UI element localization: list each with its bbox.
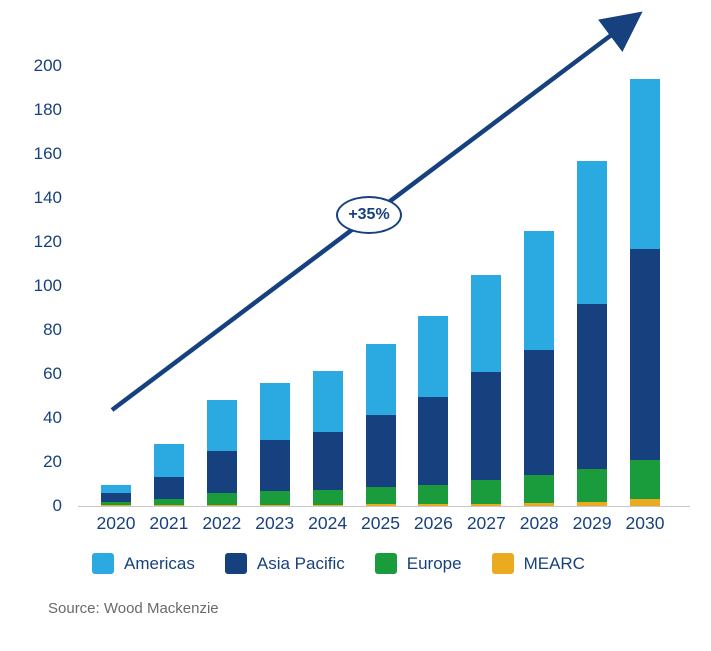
bar-segment-americas — [259, 382, 290, 441]
bar-segment-asia-pacific — [153, 477, 184, 500]
bar-segment-americas — [153, 444, 184, 478]
growth-badge-label: +35% — [348, 206, 390, 223]
legend-swatch — [491, 553, 514, 574]
x-tick-label: 2025 — [361, 513, 400, 533]
legend-label: MEARC — [523, 553, 585, 573]
y-tick-label: 80 — [43, 320, 62, 339]
legend: Americas Asia Pacific Europe MEARC — [92, 553, 711, 574]
bar-segment-asia-pacific — [101, 492, 131, 502]
legend-swatch — [92, 553, 114, 574]
bar-segment-europe — [418, 485, 449, 504]
bar-segment-asia-pacific — [577, 303, 608, 469]
legend-swatch — [224, 553, 247, 574]
x-tick-label: 2021 — [149, 513, 189, 533]
legend-item-asia-pacific: Asia Pacific — [224, 553, 345, 574]
legend-item-europe: Europe — [374, 553, 462, 574]
bar-segment-asia-pacific — [524, 349, 555, 476]
y-tick-label: 160 — [33, 144, 62, 163]
legend-label: Europe — [406, 553, 462, 573]
x-tick-label: 2028 — [519, 513, 559, 533]
plot-area: +35% — [78, 8, 690, 507]
bar-segment-americas — [206, 400, 237, 452]
bar-segment-mearc — [524, 502, 555, 506]
bar-2030 — [630, 79, 660, 506]
bar-segment-asia-pacific — [418, 397, 449, 486]
y-tick-label: 20 — [43, 452, 62, 471]
bar-segment-mearc — [577, 501, 608, 506]
bar-segment-mearc — [365, 503, 396, 506]
bar-segment-mearc — [312, 504, 343, 506]
bar-segment-mearc — [206, 504, 237, 506]
bar-segment-europe — [471, 479, 502, 504]
bars-layer — [78, 8, 690, 506]
bar-segment-europe — [365, 487, 396, 504]
y-tick-label: 40 — [43, 408, 62, 427]
bar-segment-europe — [577, 468, 608, 502]
bar-2020 — [101, 485, 131, 506]
bar-segment-asia-pacific — [259, 440, 290, 491]
bar-segment-europe — [630, 459, 660, 500]
bar-segment-mearc — [101, 504, 131, 506]
bar-2023 — [259, 382, 290, 506]
bar-segment-americas — [365, 344, 396, 415]
x-tick-label: 2023 — [255, 513, 295, 533]
bar-2021 — [153, 444, 184, 506]
bar-segment-mearc — [259, 504, 290, 506]
y-tick-label: 0 — [52, 496, 62, 515]
bar-segment-mearc — [153, 504, 184, 506]
bar-segment-asia-pacific — [630, 248, 660, 460]
x-tick-label: 2029 — [572, 513, 612, 533]
y-tick-label: 60 — [43, 364, 62, 383]
bar-segment-americas — [312, 370, 343, 433]
legend-label: Asia Pacific — [256, 553, 345, 573]
bar-segment-mearc — [471, 503, 502, 506]
bar-2022 — [206, 400, 237, 506]
x-tick-label: 2022 — [202, 513, 242, 533]
bar-2029 — [577, 160, 608, 506]
bar-segment-americas — [471, 275, 502, 372]
bar-segment-asia-pacific — [312, 432, 343, 490]
bar-segment-mearc — [418, 503, 449, 506]
legend-label: Americas — [124, 553, 195, 573]
y-tick-label: 100 — [33, 276, 62, 295]
bar-segment-americas — [577, 160, 608, 304]
bar-2028 — [524, 231, 555, 506]
y-tick-label: 180 — [33, 100, 62, 119]
x-tick-label: 2026 — [413, 513, 453, 533]
bar-segment-americas — [630, 79, 660, 249]
bar-segment-europe — [206, 492, 237, 505]
bar-segment-europe — [101, 501, 131, 505]
y-tick-label: 200 — [33, 56, 62, 75]
y-tick-label: 140 — [33, 188, 62, 207]
bar-segment-mearc — [630, 499, 660, 506]
bar-segment-americas — [101, 485, 131, 493]
bar-segment-americas — [524, 231, 555, 350]
growth-badge: +35% — [336, 196, 402, 234]
bar-segment-europe — [153, 499, 184, 505]
bar-segment-europe — [259, 490, 290, 505]
x-tick-label: 2027 — [466, 513, 506, 533]
bar-2026 — [418, 315, 449, 506]
y-tick-label: 120 — [33, 232, 62, 251]
legend-item-americas: Americas — [92, 553, 195, 574]
x-tick-label: 2024 — [308, 513, 348, 533]
x-tick-label: 2020 — [96, 513, 136, 533]
bar-segment-europe — [312, 489, 343, 505]
source-text: Source: Wood Mackenzie — [48, 600, 219, 617]
bar-2025 — [365, 344, 396, 506]
y-axis: 0 20 40 60 80 100 120 140 160 180 200 — [0, 8, 78, 515]
x-axis: 2020 2021 2022 2023 2024 2025 2026 2027 2028 2029… — [78, 507, 690, 537]
bar-2024 — [312, 370, 343, 506]
legend-item-mearc: MEARC — [491, 553, 585, 574]
legend-swatch — [374, 553, 397, 574]
bar-segment-asia-pacific — [365, 414, 396, 488]
bar-segment-asia-pacific — [471, 371, 502, 480]
bar-2027 — [471, 275, 502, 506]
x-tick-label: 2030 — [625, 513, 665, 533]
bar-segment-europe — [524, 475, 555, 503]
bar-segment-asia-pacific — [206, 451, 237, 493]
bar-segment-americas — [418, 315, 449, 398]
chart-row: 0 20 40 60 80 100 120 140 160 180 200 +35% — [0, 8, 690, 515]
